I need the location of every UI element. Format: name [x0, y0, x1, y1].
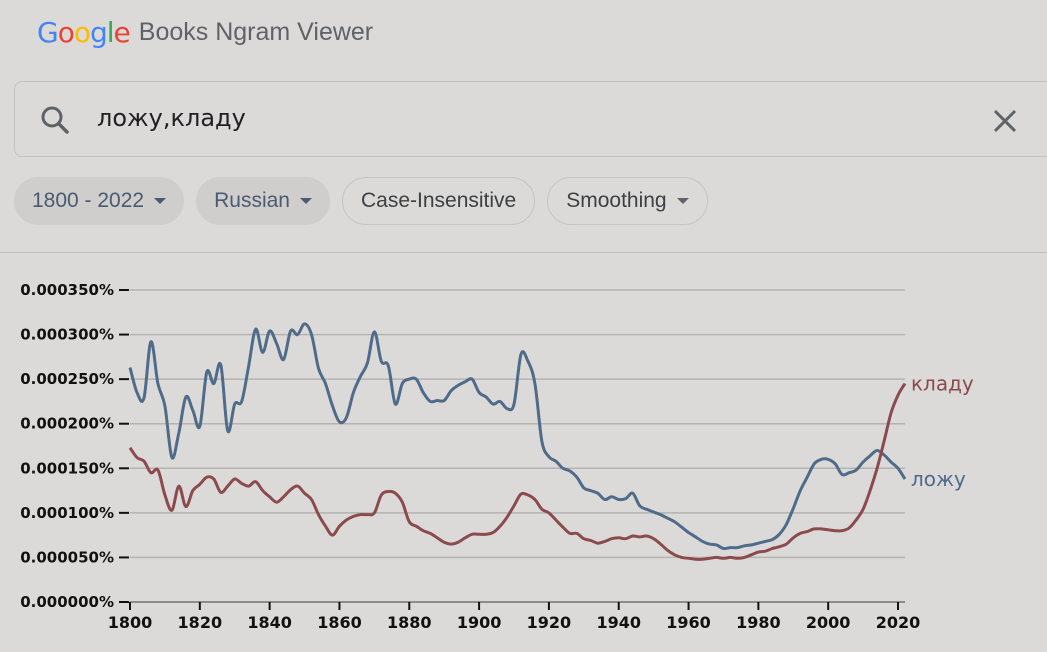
series-label[interactable]: кладу — [911, 372, 974, 396]
y-tick-label: 0.000000% — [20, 593, 114, 611]
corpus-dropdown[interactable]: Russian — [196, 177, 330, 225]
chevron-down-icon — [676, 198, 689, 204]
x-tick-label: 1800 — [108, 613, 153, 632]
close-icon[interactable] — [990, 106, 1020, 136]
x-tick-label: 1980 — [736, 613, 781, 632]
x-tick-label: 1960 — [666, 613, 711, 632]
search-icon — [41, 106, 69, 134]
logo-letter: G — [37, 15, 59, 49]
search-input[interactable]: ложу,кладу — [97, 104, 246, 132]
year-range-label: 1800 - 2022 — [32, 189, 145, 212]
ngram-chart: 0.000000% 0.000050% 0.000100% 0.000150% 0.00… — [20, 281, 974, 632]
x-tick-label: 1840 — [247, 613, 292, 632]
logo-letter: o — [57, 15, 75, 49]
x-tick-label: 1860 — [317, 613, 362, 632]
x-tick-label: 1900 — [457, 613, 502, 632]
x-tick-label: 1820 — [178, 613, 223, 632]
google-logo[interactable]: Google — [37, 15, 131, 49]
y-tick-label: 0.000100% — [20, 504, 114, 522]
chevron-down-icon — [299, 198, 312, 204]
x-tick-label: 2000 — [806, 613, 851, 632]
y-tick-label: 0.000350% — [20, 281, 114, 299]
y-tick-label: 0.000250% — [20, 370, 114, 388]
divider — [0, 252, 1047, 253]
corpus-label: Russian — [214, 189, 290, 212]
series-line-0 — [128, 322, 907, 551]
series-line-1 — [128, 382, 907, 561]
x-tick-label: 1920 — [527, 613, 572, 632]
y-tick-label: 0.000300% — [20, 326, 114, 344]
chevron-down-icon — [154, 198, 167, 204]
year-range-dropdown[interactable]: 1800 - 2022 — [14, 177, 185, 225]
case-insensitive-toggle[interactable]: Case-Insensitive — [341, 177, 536, 225]
logo-letter: l — [106, 15, 115, 49]
y-tick-label: 0.000200% — [20, 415, 114, 433]
search-box[interactable]: ложу,кладу — [14, 81, 1047, 157]
series-label[interactable]: ложу — [911, 467, 966, 491]
x-tick-label: 2020 — [876, 613, 921, 632]
app-header: Google Books Ngram Viewer — [37, 14, 373, 50]
product-name: Books Ngram Viewer — [138, 17, 374, 46]
x-tick-label: 1940 — [596, 613, 641, 632]
logo-letter: e — [113, 15, 131, 49]
filter-bar: 1800 - 2022 Russian Case-Insensitive Smo… — [14, 177, 708, 225]
x-tick-label: 1880 — [387, 613, 432, 632]
y-tick-label: 0.000050% — [20, 548, 114, 566]
case-label: Case-Insensitive — [360, 189, 517, 212]
logo-letter: g — [89, 15, 108, 49]
smoothing-dropdown[interactable]: Smoothing — [547, 177, 708, 225]
smoothing-label: Smoothing — [566, 189, 667, 212]
y-tick-label: 0.000150% — [20, 459, 114, 477]
logo-letter: o — [73, 15, 91, 49]
